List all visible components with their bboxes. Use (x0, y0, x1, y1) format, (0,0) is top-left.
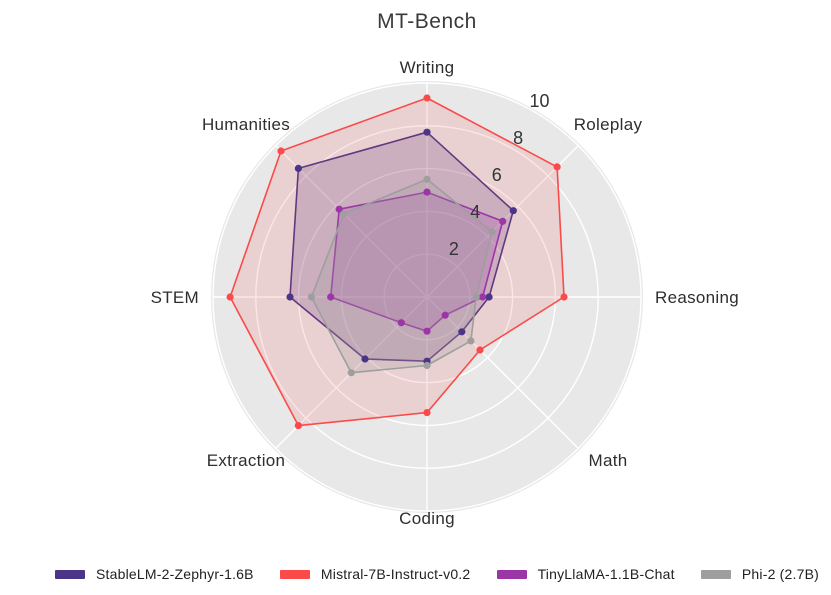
radial-tick-label-2: 2 (449, 239, 459, 259)
legend-swatch-mistral (279, 569, 310, 579)
data-point-tinyllama-1-1b-chat-stem (327, 293, 335, 301)
data-point-tinyllama-1-1b-chat-math (441, 311, 449, 319)
data-point-stablelm-2-zephyr-1-6b-math (458, 328, 466, 336)
data-point-tinyllama-1-1b-chat-reasoning (479, 293, 487, 301)
legend-swatch-stablelm (55, 569, 85, 579)
data-point-mistral-7b-instruct-v0-2-writing (423, 94, 431, 102)
axis-label-humanities: Humanities (202, 115, 290, 134)
data-point-tinyllama-1-1b-chat-extraction (397, 319, 405, 327)
data-point-stablelm-2-zephyr-1-6b-roleplay (509, 207, 517, 215)
legend-item-stablelm[interactable]: StableLM-2-Zephyr-1.6B (55, 566, 254, 582)
data-point-stablelm-2-zephyr-1-6b-stem (286, 293, 294, 301)
data-point-phi-2-2-7b--roleplay (488, 228, 496, 236)
data-point-stablelm-2-zephyr-1-6b-writing (423, 128, 431, 136)
radial-tick-label-8: 8 (513, 128, 523, 148)
axis-label-writing: Writing (400, 58, 455, 77)
legend-item-tinyllama[interactable]: TinyLlaMA-1.1B-Chat (496, 566, 675, 582)
axis-label-coding: Coding (399, 509, 455, 528)
data-point-mistral-7b-instruct-v0-2-extraction (294, 422, 302, 430)
data-point-tinyllama-1-1b-chat-writing (423, 188, 431, 196)
radial-tick-label-4: 4 (470, 202, 480, 222)
data-point-phi-2-2-7b--writing (423, 175, 431, 183)
chart-title: MT-Bench (377, 10, 477, 33)
legend-label-stablelm: StableLM-2-Zephyr-1.6B (96, 566, 254, 582)
axis-label-math: Math (589, 451, 628, 470)
data-point-phi-2-2-7b--humanities (340, 210, 348, 218)
legend-swatch-phi2 (700, 569, 731, 579)
data-point-phi-2-2-7b--coding (423, 361, 431, 370)
data-point-mistral-7b-instruct-v0-2-roleplay (553, 163, 561, 171)
legend-label-mistral: Mistral-7B-Instruct-v0.2 (320, 566, 471, 582)
legend-item-mistral[interactable]: Mistral-7B-Instruct-v0.2 (279, 566, 471, 582)
data-point-mistral-7b-instruct-v0-2-stem (226, 293, 234, 301)
data-point-mistral-7b-instruct-v0-2-reasoning (560, 293, 568, 301)
data-point-mistral-7b-instruct-v0-2-math (476, 346, 484, 354)
data-point-mistral-7b-instruct-v0-2-humanities (277, 147, 285, 155)
data-point-stablelm-2-zephyr-1-6b-humanities (294, 164, 302, 172)
data-point-stablelm-2-zephyr-1-6b-reasoning (485, 293, 493, 301)
legend-swatch-tinyllama (496, 569, 527, 579)
axis-label-reasoning: Reasoning (655, 288, 739, 307)
axis-label-stem: STEM (151, 288, 199, 307)
data-point-phi-2-2-7b--extraction (347, 369, 355, 377)
legend-label-phi2: Phi-2 (2.7B) (741, 566, 819, 582)
data-point-tinyllama-1-1b-chat-humanities (335, 205, 343, 213)
axis-label-extraction: Extraction (207, 451, 286, 470)
radial-tick-label-10: 10 (529, 91, 549, 111)
data-point-phi-2-2-7b--stem (307, 293, 315, 301)
data-point-mistral-7b-instruct-v0-2-coding (423, 409, 431, 417)
axis-label-roleplay: Roleplay (574, 115, 643, 134)
data-point-tinyllama-1-1b-chat-coding (423, 327, 431, 335)
legend: StableLM-2-Zephyr-1.6B Mistral-7B-Instru… (55, 566, 819, 582)
data-point-phi-2-2-7b--math (467, 337, 475, 345)
data-point-stablelm-2-zephyr-1-6b-extraction (361, 355, 369, 363)
radial-tick-label-6: 6 (492, 165, 502, 185)
legend-item-phi2[interactable]: Phi-2 (2.7B) (700, 566, 819, 582)
legend-label-tinyllama: TinyLlaMA-1.1B-Chat (537, 566, 675, 582)
data-point-tinyllama-1-1b-chat-roleplay (499, 217, 507, 225)
data-point-phi-2-2-7b--reasoning (472, 293, 480, 301)
axis-spoke-math (426, 296, 579, 449)
